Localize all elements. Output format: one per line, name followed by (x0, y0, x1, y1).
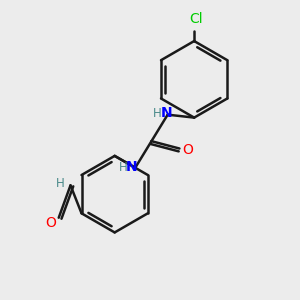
Text: H: H (153, 107, 162, 120)
Text: Cl: Cl (189, 12, 202, 26)
Text: N: N (160, 106, 172, 120)
Text: H: H (56, 177, 64, 190)
Text: O: O (182, 143, 193, 157)
Text: N: N (126, 160, 138, 174)
Text: O: O (45, 216, 56, 230)
Text: H: H (118, 160, 127, 174)
